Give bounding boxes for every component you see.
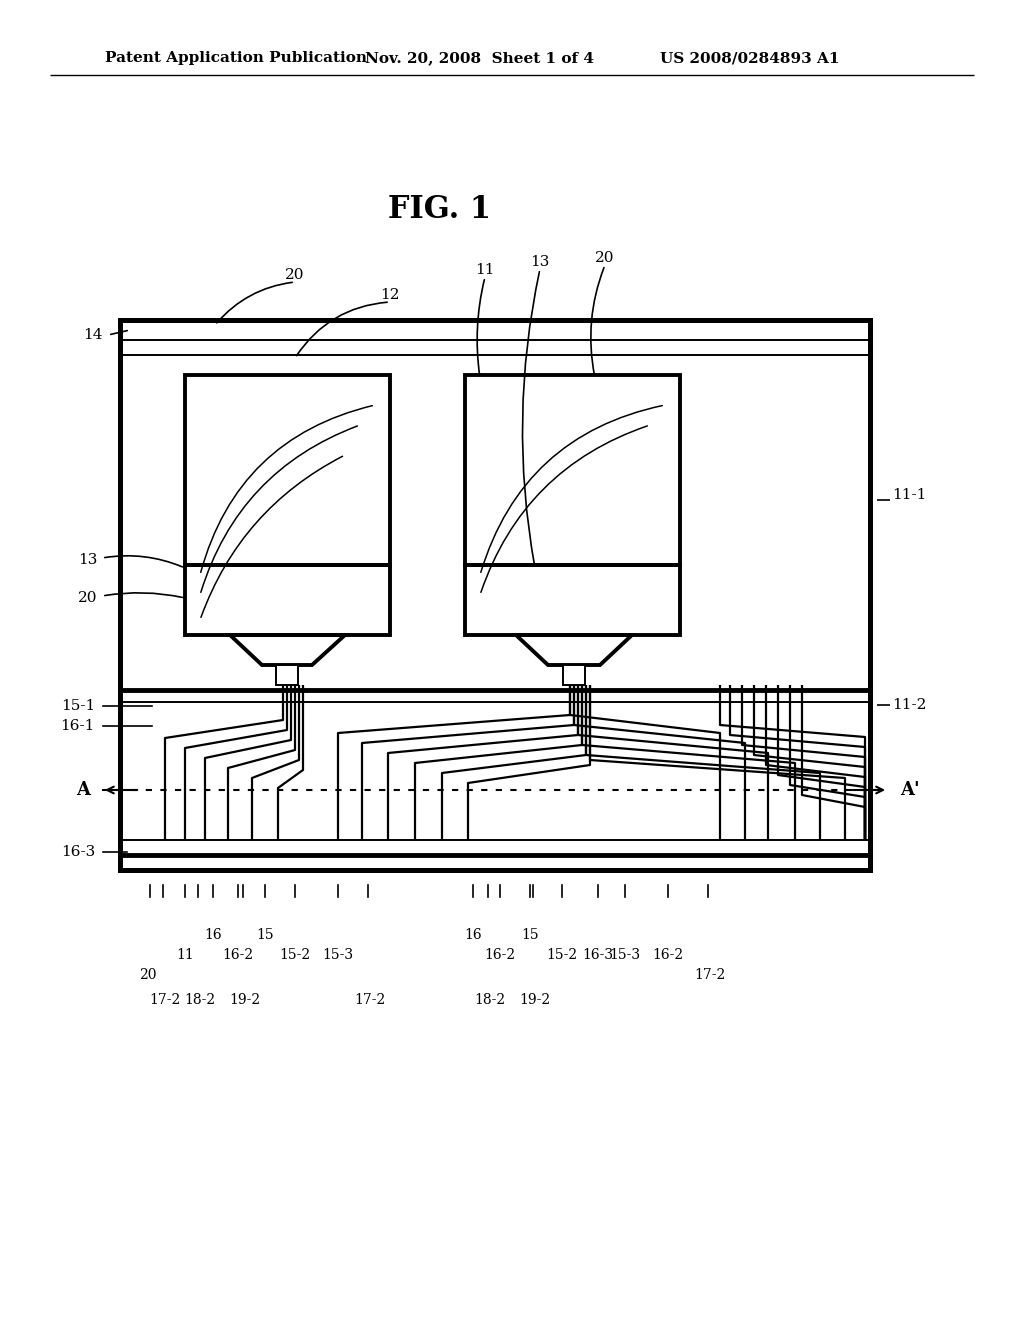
- Bar: [465, 375, 680, 565]
- Bar: [185, 375, 390, 565]
- Text: 16-3: 16-3: [60, 845, 95, 859]
- Bar: [465, 565, 680, 635]
- Text: A: A: [76, 781, 90, 799]
- Text: Nov. 20, 2008  Sheet 1 of 4: Nov. 20, 2008 Sheet 1 of 4: [365, 51, 594, 65]
- Text: 15-3: 15-3: [609, 948, 641, 962]
- Text: 16: 16: [204, 928, 222, 942]
- Text: US 2008/0284893 A1: US 2008/0284893 A1: [660, 51, 840, 65]
- Text: 17-2: 17-2: [150, 993, 180, 1007]
- Bar: [120, 319, 870, 870]
- Text: 20: 20: [286, 268, 305, 282]
- Text: 13: 13: [78, 553, 97, 568]
- Text: 15: 15: [521, 928, 539, 942]
- Text: 20: 20: [78, 591, 97, 605]
- Text: 11: 11: [176, 948, 194, 962]
- Text: Patent Application Publication: Patent Application Publication: [105, 51, 367, 65]
- Bar: [276, 665, 298, 685]
- Text: 12: 12: [380, 288, 399, 302]
- Text: 16: 16: [464, 928, 482, 942]
- Text: 16-1: 16-1: [60, 719, 95, 733]
- Text: 18-2: 18-2: [474, 993, 506, 1007]
- Text: 20: 20: [139, 968, 157, 982]
- Text: 15-2: 15-2: [280, 948, 310, 962]
- Text: 19-2: 19-2: [519, 993, 551, 1007]
- Text: 15-3: 15-3: [323, 948, 353, 962]
- Text: 15-1: 15-1: [60, 700, 95, 713]
- Text: 17-2: 17-2: [694, 968, 726, 982]
- Text: A': A': [900, 781, 920, 799]
- Text: 20: 20: [595, 251, 614, 265]
- Text: 16-2: 16-2: [484, 948, 515, 962]
- Text: 11-1: 11-1: [892, 488, 927, 502]
- Text: 18-2: 18-2: [184, 993, 216, 1007]
- Text: 11-2: 11-2: [892, 698, 927, 711]
- Text: 11: 11: [475, 263, 495, 277]
- Text: 16-2: 16-2: [222, 948, 254, 962]
- Text: 15-2: 15-2: [547, 948, 578, 962]
- Text: FIG. 1: FIG. 1: [388, 194, 492, 226]
- Bar: [120, 319, 870, 870]
- Text: 15: 15: [256, 928, 273, 942]
- Bar: [563, 665, 585, 685]
- Text: 16-3: 16-3: [583, 948, 613, 962]
- Text: 19-2: 19-2: [229, 993, 260, 1007]
- Text: 17-2: 17-2: [354, 993, 386, 1007]
- Text: 16-2: 16-2: [652, 948, 684, 962]
- Text: 13: 13: [530, 255, 550, 269]
- Text: 14: 14: [84, 327, 103, 342]
- Bar: [185, 565, 390, 635]
